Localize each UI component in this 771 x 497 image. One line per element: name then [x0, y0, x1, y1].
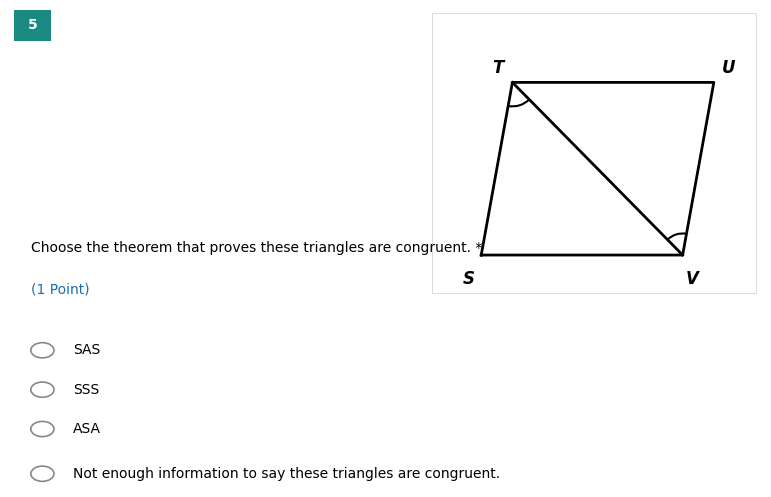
Text: (1 Point): (1 Point) [31, 282, 89, 296]
Text: SAS: SAS [73, 343, 100, 357]
Text: U: U [722, 59, 735, 77]
FancyBboxPatch shape [432, 13, 756, 293]
Text: 5: 5 [28, 18, 37, 32]
Text: SSS: SSS [73, 383, 99, 397]
Text: V: V [685, 270, 699, 288]
Text: Not enough information to say these triangles are congruent.: Not enough information to say these tria… [73, 467, 500, 481]
FancyBboxPatch shape [14, 9, 51, 41]
Text: Choose the theorem that proves these triangles are congruent. *: Choose the theorem that proves these tri… [31, 241, 482, 255]
Text: T: T [493, 59, 503, 77]
Text: ASA: ASA [73, 422, 101, 436]
Text: S: S [463, 270, 475, 288]
